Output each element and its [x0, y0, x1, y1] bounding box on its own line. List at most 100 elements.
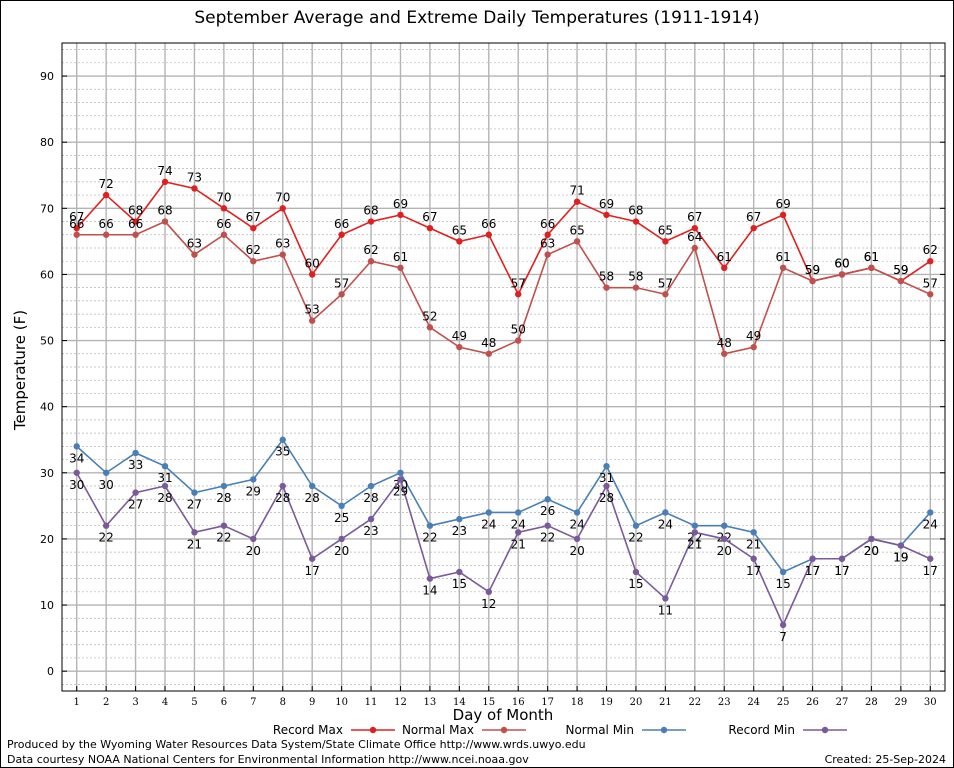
normal-min-value-label: 19 — [893, 551, 908, 565]
normal-min-point — [102, 469, 110, 476]
legend-label-record-min: Record Min — [728, 723, 795, 737]
normal-min-value-label: 25 — [334, 511, 349, 525]
record-min-point — [603, 482, 610, 490]
normal-max-value-label: 61 — [864, 250, 879, 264]
normal-max-value-label: 58 — [599, 270, 614, 284]
normal-max-value-label: 63 — [540, 237, 555, 251]
normal-min-value-label: 27 — [187, 498, 202, 512]
normal-min-point — [927, 509, 934, 516]
normal-min-value-label: 31 — [157, 471, 172, 485]
record-min-point — [279, 482, 286, 490]
record-max-value-label: 60 — [834, 256, 849, 270]
normal-max-value-label: 68 — [157, 204, 172, 218]
record-max-value-label: 66 — [540, 217, 555, 231]
record-min-value-label: 21 — [687, 537, 702, 551]
plot-border — [61, 42, 946, 692]
record-max-value-label: 73 — [187, 170, 202, 184]
normal-min-point — [426, 522, 434, 529]
normal-max-value-label: 49 — [452, 329, 467, 343]
y-axis-label: Temperature (F) — [11, 309, 29, 431]
record-min-value-label: 20 — [717, 544, 732, 558]
normal-min-point — [721, 522, 728, 529]
x-tick-label: 14 — [453, 697, 466, 708]
record-max-point — [515, 291, 522, 298]
normal-max-point — [426, 324, 434, 331]
record-max-point — [102, 191, 110, 199]
normal-max-value-label: 65 — [569, 223, 584, 237]
normal-max-value-label: 52 — [422, 309, 437, 323]
normal-max-point — [691, 244, 699, 252]
normal-max-value-label: 50 — [511, 323, 526, 337]
record-min-value-label: 20 — [334, 544, 349, 558]
normal-max-point — [279, 251, 286, 258]
record-min-point — [721, 535, 728, 543]
x-tick-label: 1 — [74, 697, 80, 708]
created-date: Created: 25-Sep-2024 — [824, 753, 946, 766]
normal-min-value-label: 15 — [775, 577, 790, 591]
record-min-value-label: 15 — [452, 577, 467, 591]
x-tick-label: 19 — [600, 697, 613, 708]
record-max-point — [308, 271, 316, 278]
record-min-value-label: 17 — [834, 564, 849, 578]
legend-marker-normal-max — [500, 726, 508, 734]
x-tick-label: 4 — [162, 697, 168, 708]
record-min-value-label: 17 — [746, 564, 761, 578]
x-tick-label: 7 — [250, 697, 256, 708]
x-tick-label: 16 — [512, 697, 525, 708]
record-max-value-label: 69 — [599, 197, 614, 211]
record-min-point — [868, 535, 875, 543]
normal-min-point — [191, 489, 198, 496]
normal-max-value-label: 66 — [99, 217, 114, 231]
normal-min-line — [76, 438, 931, 573]
normal-max-point — [308, 317, 316, 324]
y-tick-label: 10 — [40, 599, 54, 612]
record-max-point — [721, 264, 728, 272]
normal-max-value-label: 60 — [834, 256, 849, 270]
record-min-value-label: 15 — [628, 577, 643, 591]
record-min-value-label: 20 — [246, 544, 261, 558]
credit-line-data-source: Data courtesy NOAA National Centers for … — [7, 753, 529, 766]
record-min-point — [397, 476, 404, 483]
normal-max-point — [544, 251, 551, 258]
record-min-point — [426, 575, 434, 582]
normal-max-point — [250, 258, 257, 265]
record-min-value-label: 27 — [128, 498, 143, 512]
record-max-point — [367, 218, 375, 225]
normal-max-value-label: 66 — [69, 217, 84, 231]
normal-min-value-label: 24 — [923, 517, 938, 531]
normal-min-point — [220, 482, 228, 490]
y-tick-label: 90 — [40, 70, 54, 83]
record-max-value-label: 67 — [69, 210, 84, 224]
y-tick-label: 70 — [40, 202, 54, 215]
legend-label-normal-max: Normal Max — [402, 723, 474, 737]
y-tick-label: 50 — [40, 335, 54, 348]
record-max-value-label: 60 — [305, 256, 320, 270]
record-max-point — [220, 205, 228, 212]
legend-marker-record-min — [821, 726, 829, 734]
record-min-point — [132, 489, 139, 496]
normal-max-point — [868, 264, 875, 272]
record-max-value-label: 71 — [569, 184, 584, 198]
record-min-value-label: 22 — [99, 531, 114, 545]
record-min-point — [485, 588, 492, 596]
y-tick-label: 20 — [40, 533, 54, 546]
normal-max-value-label: 48 — [481, 336, 496, 350]
normal-max-value-label: 61 — [393, 250, 408, 264]
record-min-value-label: 17 — [923, 564, 938, 578]
normal-max-point — [161, 218, 169, 225]
normal-max-value-label: 66 — [216, 217, 231, 231]
x-tick-label: 12 — [394, 697, 407, 708]
normal-min-value-label: 35 — [275, 445, 290, 459]
record-min-point — [573, 535, 581, 543]
normal-max-point — [779, 264, 787, 272]
legend-label-record-max: Record Max — [273, 723, 343, 737]
normal-max-point — [102, 231, 110, 238]
record-min-value-label: 12 — [481, 597, 496, 611]
x-tick-label: 24 — [747, 697, 760, 708]
normal-min-point — [573, 509, 581, 516]
record-min-point — [308, 555, 316, 562]
x-tick-label: 5 — [191, 697, 197, 708]
record-min-value-label: 20 — [569, 544, 584, 558]
record-max-value-label: 69 — [393, 197, 408, 211]
record-min-point — [662, 595, 669, 602]
